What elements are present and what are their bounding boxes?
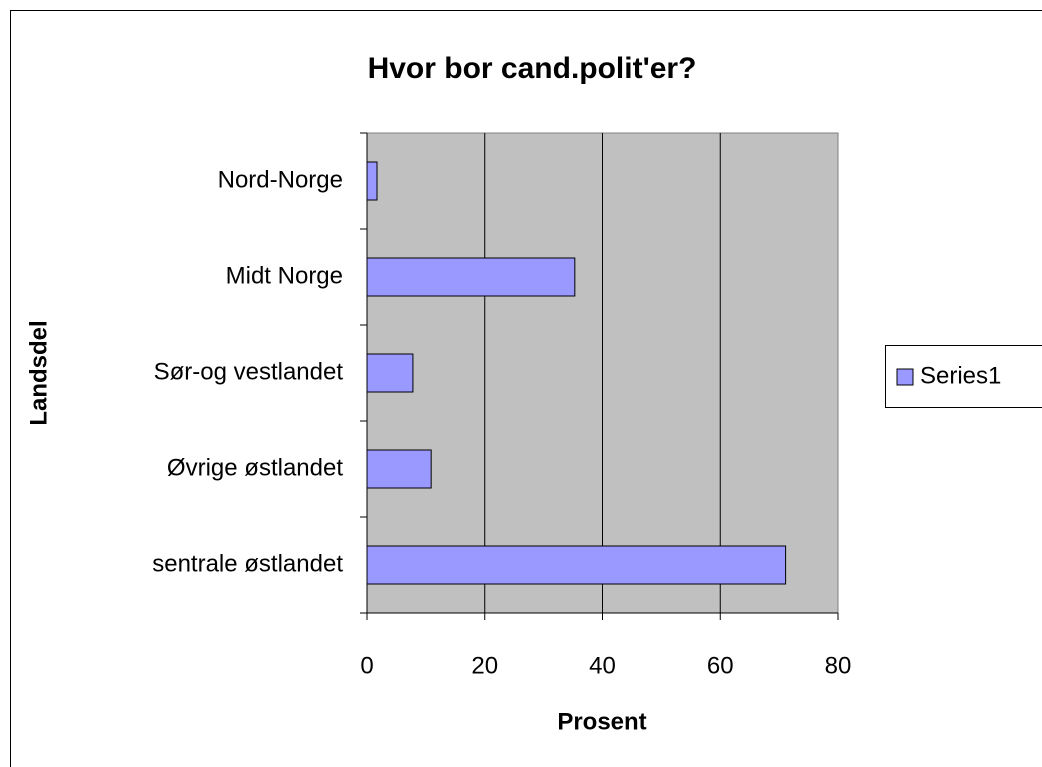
bar <box>366 449 432 489</box>
y-tick-label: sentrale østlandet <box>152 550 343 577</box>
y-tick-label: Øvrige østlandet <box>167 454 343 481</box>
chart-title: Hvor bor cand.polit'er? <box>368 52 697 85</box>
x-tick-label: 80 <box>825 652 852 679</box>
x-tick-label: 60 <box>707 652 734 679</box>
x-tick-label: 40 <box>589 652 616 679</box>
legend-label: Series1 <box>920 362 1001 389</box>
bar <box>366 353 414 393</box>
bar <box>366 545 787 585</box>
x-axis-title: Prosent <box>557 708 646 735</box>
bar <box>366 257 576 297</box>
y-tick-label: Sør-og vestlandet <box>154 358 344 385</box>
y-axis-title: Landsdel <box>25 320 52 425</box>
x-tick-label: 20 <box>471 652 498 679</box>
bar <box>366 161 378 201</box>
y-tick-label: Midt Norge <box>226 262 343 289</box>
legend-swatch <box>896 368 914 386</box>
y-tick-label: Nord-Norge <box>218 166 343 193</box>
x-tick-label: 0 <box>360 652 373 679</box>
